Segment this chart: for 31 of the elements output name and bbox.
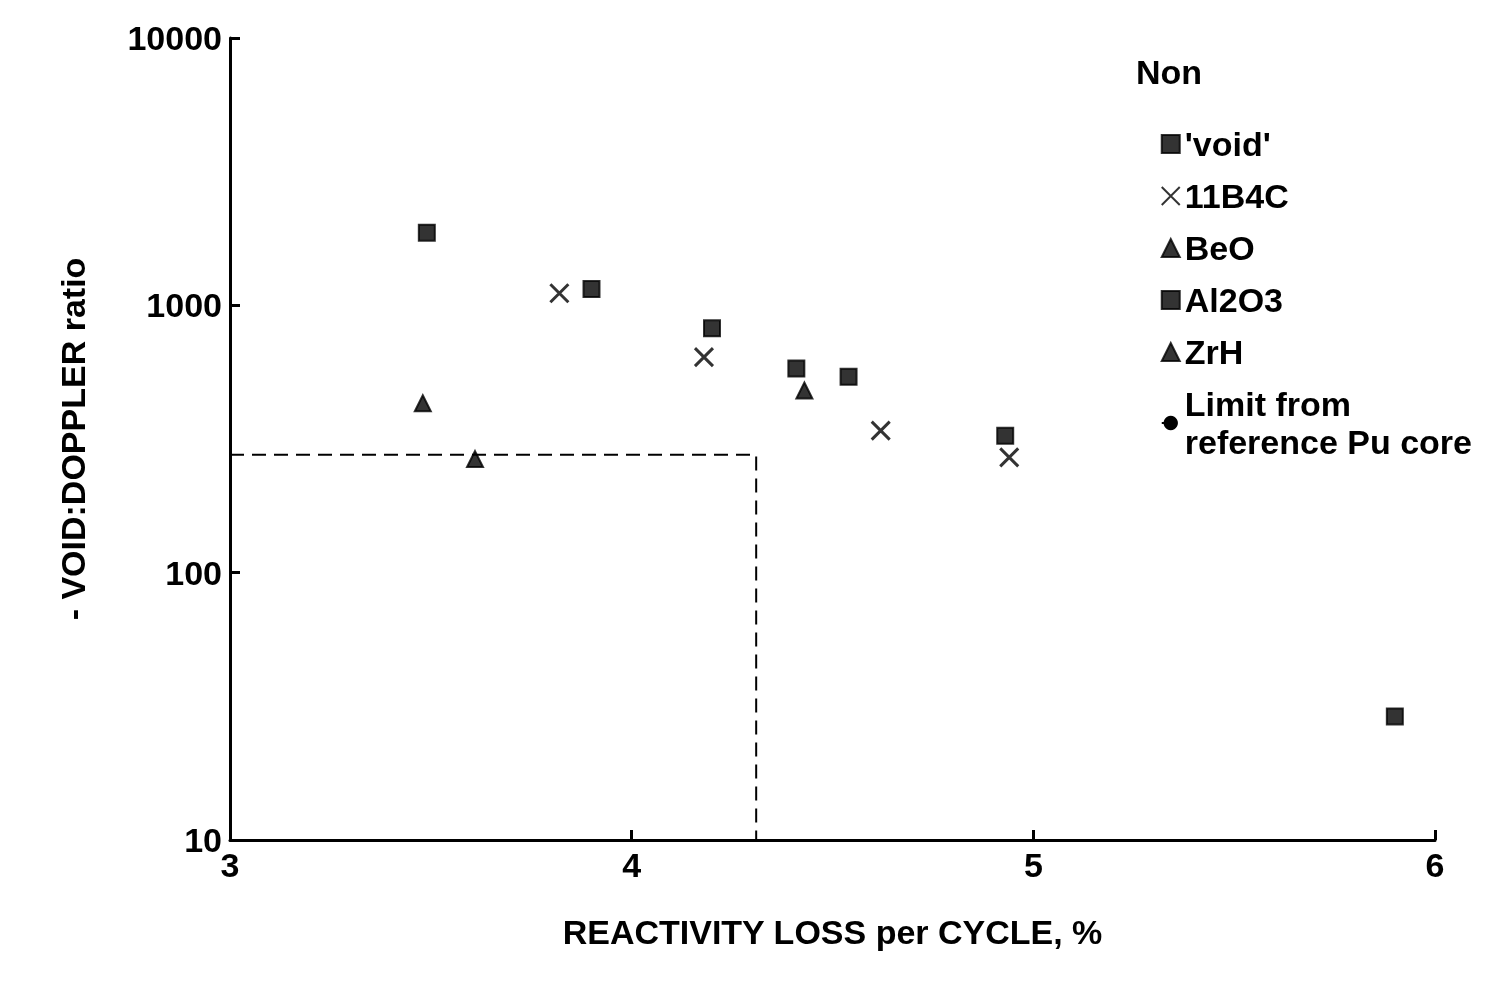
point bbox=[466, 450, 485, 469]
legend-label: 11B4C bbox=[1184, 177, 1289, 215]
legend-label: Al2O3 bbox=[1184, 281, 1284, 319]
point bbox=[693, 346, 715, 368]
x-tick-label: 3 bbox=[220, 846, 240, 884]
point bbox=[703, 319, 721, 338]
point bbox=[795, 381, 814, 400]
y-tick-label: 10000 bbox=[127, 19, 222, 57]
x-tick-label: 6 bbox=[1425, 846, 1445, 884]
point bbox=[996, 426, 1015, 445]
legend-label: Limit from reference Pu core bbox=[1184, 385, 1473, 461]
y-tick-label: 1000 bbox=[146, 286, 222, 325]
x-tick-label: 5 bbox=[1023, 846, 1043, 884]
point bbox=[413, 394, 432, 413]
x-axis-title: REACTIVITY LOSS per CYCLE, % bbox=[562, 913, 1103, 951]
point bbox=[417, 223, 436, 242]
y-axis-title: - VOID:DOPPLER ratio bbox=[54, 257, 92, 621]
legend-label: 'void' bbox=[1184, 125, 1271, 163]
point bbox=[1385, 707, 1404, 726]
legend-label: BeO bbox=[1184, 229, 1255, 267]
point bbox=[548, 282, 570, 304]
y-tick-label: 10 bbox=[184, 821, 222, 859]
point bbox=[839, 367, 858, 386]
legend-label: ZrH bbox=[1184, 333, 1244, 371]
y-tick-label: 100 bbox=[165, 553, 222, 592]
point bbox=[998, 446, 1020, 468]
x-tick-label: 4 bbox=[622, 846, 642, 884]
point bbox=[787, 359, 806, 378]
point bbox=[582, 280, 601, 299]
legend-title: Non bbox=[1135, 53, 1202, 91]
point bbox=[870, 420, 892, 442]
